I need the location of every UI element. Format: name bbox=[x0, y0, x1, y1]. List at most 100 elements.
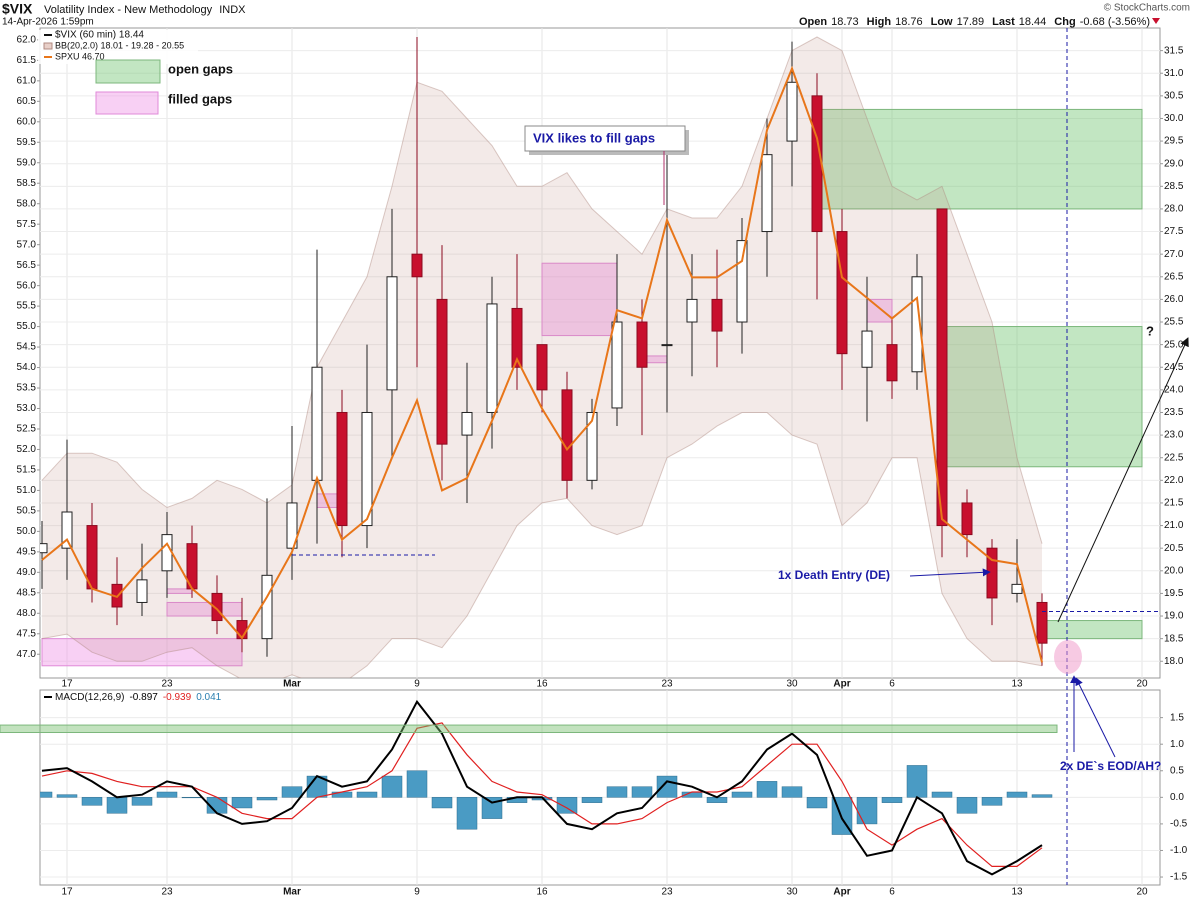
y2-tick-label: 47.0 bbox=[17, 649, 37, 660]
histogram-bar bbox=[40, 791, 53, 798]
y-tick-label: 24.5 bbox=[1164, 362, 1184, 373]
candle-body bbox=[736, 240, 748, 323]
quote-label: Low bbox=[931, 16, 953, 28]
legend-spxu: SPXU 46.70 bbox=[55, 51, 105, 61]
exchange: INDX bbox=[219, 4, 246, 16]
signal-line bbox=[41, 722, 1043, 868]
y2-tick-label: 52.5 bbox=[17, 424, 37, 435]
quote-label: Last bbox=[992, 16, 1015, 28]
candle-body bbox=[986, 547, 998, 599]
y2-tick-label: 62.0 bbox=[17, 35, 37, 46]
histogram-bar bbox=[581, 797, 603, 803]
y2-tick-label: 53.5 bbox=[17, 383, 37, 394]
histogram-bar bbox=[806, 797, 828, 809]
histogram-bar bbox=[331, 791, 353, 798]
macd-legend-value: 0.041 bbox=[196, 692, 221, 703]
candle-body bbox=[911, 276, 923, 373]
y-tick-label: 30.0 bbox=[1164, 113, 1184, 124]
y-tick-label: 22.5 bbox=[1164, 452, 1184, 463]
histogram-bar bbox=[431, 797, 453, 809]
x-tick-label: Apr bbox=[833, 887, 850, 898]
candle-body bbox=[236, 620, 248, 640]
y-tick-label: 22.0 bbox=[1164, 475, 1184, 486]
callout-box bbox=[524, 125, 686, 152]
annotation: ? bbox=[1146, 323, 1154, 338]
histogram-bar bbox=[881, 797, 903, 803]
y-tick-label: 28.0 bbox=[1164, 204, 1184, 215]
candle-body bbox=[1011, 583, 1023, 594]
x-tick-label: 17 bbox=[61, 679, 73, 690]
main-plot bbox=[40, 28, 1160, 678]
legend-swatch bbox=[95, 91, 159, 115]
histogram-bar bbox=[731, 791, 753, 798]
candle-body bbox=[636, 321, 648, 368]
candle-body bbox=[661, 344, 673, 347]
candle-body bbox=[411, 253, 423, 278]
candle-body bbox=[761, 154, 773, 233]
legend-bg bbox=[38, 30, 198, 64]
histogram-bar bbox=[231, 797, 253, 809]
open-gap bbox=[1041, 620, 1143, 640]
macd-legend-value: -0.939 bbox=[163, 692, 192, 703]
candle-body bbox=[886, 344, 898, 382]
candle-body bbox=[436, 298, 448, 445]
candle-body bbox=[286, 502, 298, 549]
y-tick-label: 18.5 bbox=[1164, 633, 1184, 644]
y2-tick-label: 59.5 bbox=[17, 137, 37, 148]
x-tick-label: 23 bbox=[661, 887, 673, 898]
histogram-bar bbox=[981, 797, 1003, 806]
y-tick-label: 26.0 bbox=[1164, 294, 1184, 305]
legend-bb: BB(20,2.0) 18.01 - 19.28 - 20.55 bbox=[55, 40, 184, 50]
candle-body bbox=[336, 411, 348, 527]
zone-band bbox=[0, 724, 1058, 734]
candle-body bbox=[261, 574, 273, 640]
y-tick-label: 27.0 bbox=[1164, 249, 1184, 260]
y2-tick-label: 58.5 bbox=[17, 178, 37, 189]
y-tick-label: 28.5 bbox=[1164, 181, 1184, 192]
instrument: Volatility Index - New Methodology INDX bbox=[44, 4, 246, 16]
histogram-bar bbox=[181, 797, 203, 799]
candle-body bbox=[711, 298, 723, 332]
y-tick-label: 20.5 bbox=[1164, 543, 1184, 554]
candle-body bbox=[486, 303, 498, 413]
x-tick-label: 23 bbox=[161, 679, 173, 690]
y2-tick-label: 47.5 bbox=[17, 628, 37, 639]
change-arrow bbox=[1152, 18, 1160, 24]
y-tick-label: 19.0 bbox=[1164, 611, 1184, 622]
candle-body bbox=[361, 411, 373, 527]
y2-tick-label: 57.5 bbox=[17, 219, 37, 230]
y2-tick-label: 54.0 bbox=[17, 362, 37, 373]
y-tick-label: 31.5 bbox=[1164, 45, 1184, 56]
histogram-bar bbox=[556, 797, 578, 814]
candle-body bbox=[161, 534, 173, 572]
y2-tick-label: 57.0 bbox=[17, 239, 37, 250]
quote-value: 18.76 bbox=[895, 16, 923, 28]
y-tick-label: 0.5 bbox=[1170, 765, 1184, 776]
macd-legend-label: MACD(12,26,9) bbox=[55, 692, 124, 703]
histogram-bar bbox=[756, 781, 778, 798]
y2-tick-label: 55.5 bbox=[17, 301, 37, 312]
y-tick-label: 25.0 bbox=[1164, 339, 1184, 350]
y-tick-label: 1.5 bbox=[1170, 712, 1184, 723]
candle-body bbox=[561, 389, 573, 481]
candle-body bbox=[611, 321, 623, 409]
y-tick-label: 19.5 bbox=[1164, 588, 1184, 599]
y2-tick-label: 59.0 bbox=[17, 157, 37, 168]
histogram-bar bbox=[956, 797, 978, 814]
quote-value: 18.73 bbox=[831, 16, 859, 28]
open-gap bbox=[816, 108, 1143, 210]
y2-tick-label: 52.0 bbox=[17, 444, 37, 455]
y2-tick-label: 51.5 bbox=[17, 465, 37, 476]
y-tick-label: 20.0 bbox=[1164, 565, 1184, 576]
y-tick-label: 27.5 bbox=[1164, 226, 1184, 237]
histogram-bar bbox=[106, 797, 128, 814]
histogram-bar bbox=[131, 797, 153, 806]
candle-body bbox=[211, 592, 223, 622]
instrument-name: Volatility Index - New Methodology bbox=[44, 4, 213, 16]
candle-body bbox=[136, 579, 148, 603]
y-tick-label: 24.0 bbox=[1164, 385, 1184, 396]
x-tick-label: 6 bbox=[889, 679, 895, 690]
histogram-bar bbox=[381, 775, 403, 798]
histogram-bar bbox=[81, 797, 103, 806]
main-frame bbox=[39, 27, 1161, 679]
